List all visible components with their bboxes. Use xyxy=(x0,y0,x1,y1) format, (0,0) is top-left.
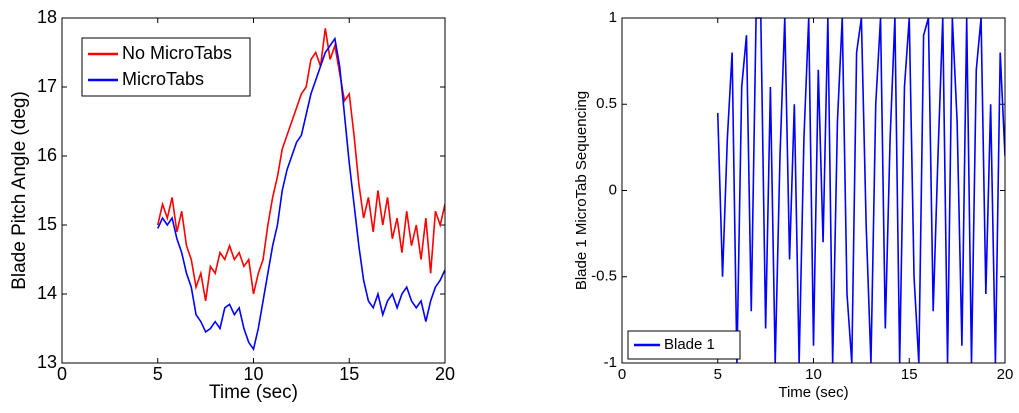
x-axis-label: Time (sec) xyxy=(778,384,848,401)
plot-frame xyxy=(61,17,446,364)
y-tick-label: 14 xyxy=(37,283,57,303)
data-line xyxy=(156,28,445,302)
x-tick-label: 10 xyxy=(243,364,263,384)
y-tick-label: 16 xyxy=(37,145,57,165)
y-tick-label: 13 xyxy=(37,352,57,372)
plot-clip-group xyxy=(156,28,445,352)
y-tick-label: -1 xyxy=(604,354,617,371)
y-axis-label: Blade 1 MicroTab Sequencing xyxy=(573,91,590,290)
y-tick-label: 18 xyxy=(37,7,57,27)
y-tick-label: 0.5 xyxy=(596,95,617,112)
y-tick-label: 15 xyxy=(37,214,57,234)
x-tick-label: 5 xyxy=(153,364,163,384)
x-tick-label: 20 xyxy=(997,366,1014,383)
x-tick-label: 10 xyxy=(805,366,822,383)
x-tick-label: 20 xyxy=(435,364,455,384)
x-tick-label: 5 xyxy=(714,366,722,383)
x-tick-label: 0 xyxy=(57,364,67,384)
legend-label: No MicroTabs xyxy=(122,43,232,63)
data-line xyxy=(157,36,445,352)
y-tick-label: 17 xyxy=(37,76,57,96)
legend-label: Blade 1 xyxy=(664,336,715,353)
legend-label: MicroTabs xyxy=(122,69,204,89)
legend-box xyxy=(81,37,251,97)
y-tick-label: 0 xyxy=(609,181,617,198)
plot-frame xyxy=(621,17,1006,364)
x-tick-label: 15 xyxy=(901,366,918,383)
y-tick-label: 1 xyxy=(609,9,617,26)
y-axis-label: Blade Pitch Angle (deg) xyxy=(9,91,30,290)
y-tick-label: -0.5 xyxy=(591,268,617,285)
x-axis-label: Time (sec) xyxy=(209,382,298,403)
x-tick-label: 0 xyxy=(618,366,626,383)
x-tick-label: 15 xyxy=(339,364,359,384)
